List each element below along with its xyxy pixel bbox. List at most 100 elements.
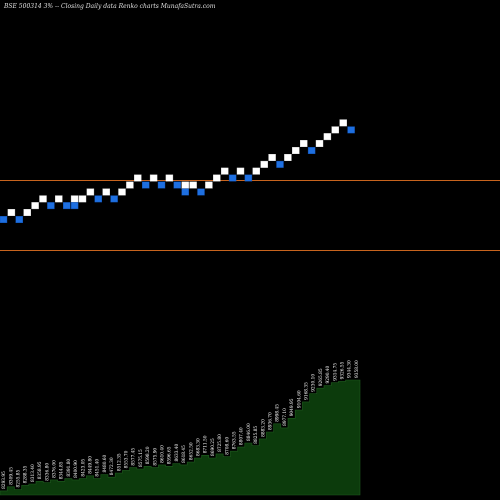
volume-labels: 8293.95 8309.45 8255.85 8288.35 8313.40 8358.… [2, 360, 360, 489]
volume-label: 9168.35 [305, 382, 310, 400]
renko-brick-up [149, 174, 158, 182]
renko-brick-up [55, 195, 63, 203]
renko-brick-up [189, 181, 197, 189]
volume-label: 8313.40 [31, 464, 36, 482]
renko-brick-down [276, 160, 284, 168]
volume-label: 9344.30 [348, 360, 353, 378]
volume-label: 8575.15 [139, 449, 144, 467]
volume-label: 8825.85 [254, 426, 259, 444]
volume-label: 8683.30 [197, 438, 202, 456]
renko-brick-down [307, 147, 316, 155]
renko-brick-up [205, 181, 213, 189]
volume-label: 8690.25 [211, 438, 216, 456]
renko-brick-up [78, 195, 87, 203]
volume-area-path [0, 379, 361, 496]
renko-brick-down [157, 181, 166, 189]
volume-area [0, 379, 361, 496]
renko-brick-up [86, 188, 95, 196]
renko-brick-up [315, 140, 324, 148]
renko-brick-up [339, 119, 347, 127]
volume-label: 8400.90 [74, 460, 79, 478]
volume-label: 8472.30 [110, 457, 115, 475]
volume-label: 8309.45 [9, 467, 14, 485]
renko-brick-down [181, 188, 189, 196]
volume-label: 8288.35 [24, 465, 29, 483]
chart-title: BSE 500314 3% -- Closing Daily data Renk… [3, 3, 216, 10]
renko-brick-up [252, 167, 261, 175]
volume-label: 8596.65 [168, 446, 173, 464]
volume-label: 8512.35 [117, 453, 122, 471]
renko-brick-up [126, 181, 134, 189]
volume-label: 8336.80 [45, 463, 50, 481]
volume-label: 8451.40 [96, 459, 101, 477]
renko-brick-up [284, 153, 292, 161]
renko-brick-down [228, 174, 237, 182]
renko-brick-down [141, 181, 150, 189]
renko-brick-down [244, 174, 253, 182]
volume-label: 8618.45 [182, 445, 187, 463]
volume-label: 9104.60 [297, 390, 302, 408]
renko-brick-up [331, 126, 339, 134]
renko-brick-up [31, 202, 39, 210]
renko-brick-down [347, 126, 355, 134]
volume-label: 8480.60 [103, 454, 108, 472]
volume-label: 8358.95 [38, 461, 43, 479]
volume-label: 8846.00 [247, 423, 252, 441]
renko-brick-up [23, 209, 31, 217]
renko-brick-down [94, 195, 103, 203]
renko-brick-up [134, 174, 142, 182]
volume-label: 8711.50 [204, 435, 209, 453]
volume-label: 8763.55 [233, 431, 238, 449]
renko-brick-up [292, 147, 300, 155]
volume-label: 8652.50 [189, 442, 194, 460]
volume-label: 8575.90 [153, 448, 158, 466]
volume-label: 8391.80 [67, 459, 72, 477]
renko-brick-up [70, 195, 79, 203]
volume-label: 8423.05 [81, 459, 86, 477]
renko-brick-up [260, 160, 268, 168]
renko-brick-up [39, 195, 47, 203]
volume-label: 8725.80 [218, 434, 223, 452]
volume-label: 8936.70 [269, 412, 274, 430]
renko-brick-up [300, 140, 308, 148]
renko-bricks [0, 119, 355, 224]
volume-label: 8553.70 [125, 450, 130, 468]
volume-label: 8344.85 [60, 461, 65, 479]
volume-label: 8883.20 [261, 419, 266, 437]
renko-brick-down [63, 202, 71, 210]
volume-label: 9049.95 [290, 398, 295, 416]
renko-brick-up [323, 133, 332, 141]
volume-label: 8998.45 [276, 404, 281, 422]
renko-brick-up [118, 188, 126, 196]
renko-brick-up [213, 174, 221, 182]
volume-label: 8807.40 [240, 427, 245, 445]
volume-label: 8449.80 [89, 456, 94, 474]
renko-brick-up [268, 153, 276, 161]
renko-brick-down [70, 202, 79, 210]
renko-brick-down [47, 202, 55, 210]
volume-label: 9326.55 [341, 361, 346, 379]
volume-label: 8293.95 [2, 471, 7, 489]
volume-label: 8255.85 [17, 469, 22, 487]
volume-label: 9290.40 [326, 365, 331, 383]
volume-label: 8977.10 [283, 408, 288, 426]
volume-label: 9230.10 [312, 374, 317, 392]
volume-label: 8633.40 [175, 443, 180, 461]
volume-label: 9314.75 [333, 363, 338, 381]
renko-brick-up [236, 167, 245, 175]
volume-label: 8598.20 [146, 446, 151, 464]
volume-label: 8577.45 [132, 448, 137, 466]
renko-brick-up [102, 188, 110, 196]
volume-label: 8376.00 [53, 460, 58, 478]
renko-brick-up [165, 174, 174, 182]
volume-label: 8708.60 [225, 437, 230, 455]
renko-brick-up [7, 209, 16, 217]
volume-label: 8610.40 [161, 445, 166, 463]
renko-brick-up [181, 181, 189, 189]
volume-label: 9265.85 [319, 368, 324, 386]
volume-label: 9358.00 [355, 360, 360, 378]
renko-brick-down [197, 188, 205, 196]
renko-brick-down [15, 216, 24, 224]
renko-brick-down [110, 195, 118, 203]
